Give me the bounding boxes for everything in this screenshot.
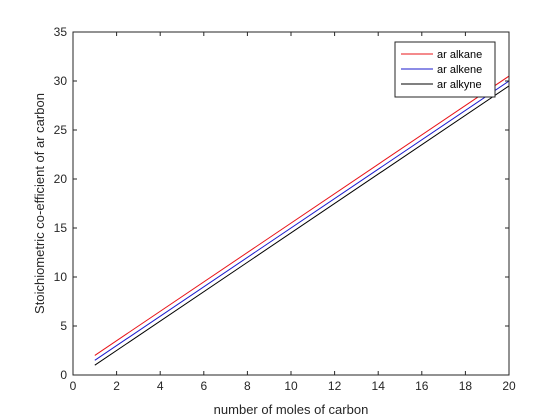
y-tick-label: 20 bbox=[54, 172, 68, 186]
y-tick-label: 15 bbox=[54, 221, 68, 235]
x-tick-label: 0 bbox=[70, 379, 77, 393]
x-tick-label: 18 bbox=[459, 379, 473, 393]
y-tick-label: 0 bbox=[60, 368, 67, 382]
series-line-2 bbox=[94, 80, 510, 361]
y-tick-label: 5 bbox=[60, 319, 67, 333]
x-axis-ticks: 0 2 4 6 8 10 12 14 16 18 20 bbox=[70, 32, 516, 393]
y-tick-label: 25 bbox=[54, 123, 68, 137]
x-axis-label: number of moles of carbon bbox=[214, 402, 369, 417]
x-tick-label: 8 bbox=[244, 379, 251, 393]
legend-label-3: ar alkyne bbox=[437, 79, 482, 91]
y-axis-ticks: 0 5 10 15 20 25 30 35 bbox=[54, 25, 509, 382]
series-group bbox=[94, 75, 510, 366]
x-tick-label: 14 bbox=[372, 379, 386, 393]
series-line-3 bbox=[94, 85, 510, 366]
legend-label-2: ar alkene bbox=[437, 64, 482, 76]
x-tick-label: 20 bbox=[502, 379, 516, 393]
x-tick-label: 10 bbox=[284, 379, 298, 393]
series-line-1 bbox=[94, 75, 510, 356]
y-axis-label: Stoichiometric co-efficient of ar carbon bbox=[32, 93, 47, 314]
x-tick-label: 12 bbox=[328, 379, 342, 393]
y-tick-label: 10 bbox=[54, 270, 68, 284]
y-tick-label: 30 bbox=[54, 74, 68, 88]
x-tick-label: 6 bbox=[200, 379, 207, 393]
y-tick-label: 35 bbox=[54, 25, 68, 39]
x-tick-label: 16 bbox=[415, 379, 429, 393]
x-tick-label: 4 bbox=[157, 379, 164, 393]
x-tick-label: 2 bbox=[113, 379, 120, 393]
legend-label-1: ar alkane bbox=[437, 49, 482, 61]
legend: ar alkane ar alkene ar alkyne bbox=[394, 41, 496, 98]
